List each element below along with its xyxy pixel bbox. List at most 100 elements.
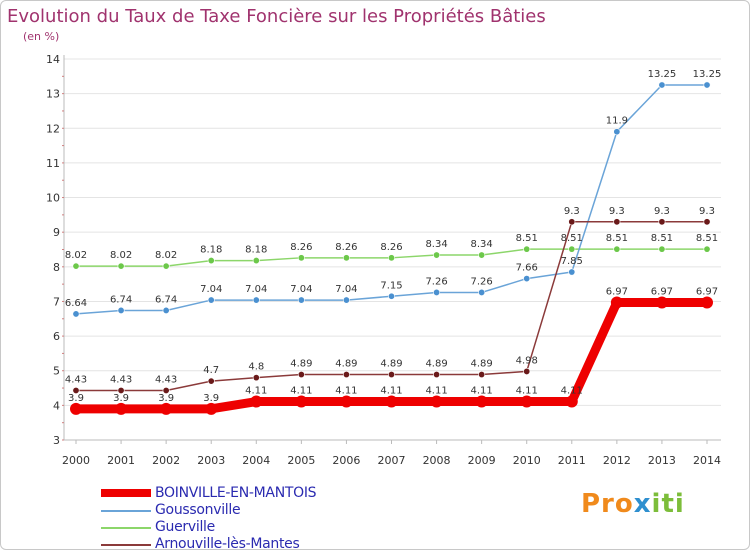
y-tick-label: 8: [53, 261, 60, 274]
data-label: 11.9: [606, 116, 628, 127]
data-label: 8.51: [696, 233, 718, 244]
data-point: [342, 371, 350, 379]
data-label: 4.89: [380, 359, 402, 370]
data-point: [658, 245, 666, 253]
data-point: [613, 245, 621, 253]
data-label: 7.04: [245, 284, 267, 295]
data-label: 7.26: [425, 276, 447, 287]
y-tick-label: 14: [46, 53, 60, 66]
data-point: [205, 402, 218, 415]
data-point: [207, 377, 215, 385]
data-point: [523, 367, 531, 375]
data-label: 8.26: [290, 242, 312, 253]
data-point: [252, 296, 260, 304]
data-label: 4.89: [335, 359, 357, 370]
data-label: 13.25: [648, 69, 677, 80]
data-label: 3.9: [68, 393, 84, 404]
data-point: [117, 306, 125, 314]
data-label: 4.98: [516, 355, 538, 366]
data-point: [297, 296, 305, 304]
data-point: [72, 386, 80, 394]
data-label: 8.02: [65, 250, 87, 261]
data-point: [207, 257, 215, 265]
data-point: [478, 288, 486, 296]
data-point: [433, 251, 441, 259]
data-label: 7.15: [380, 280, 402, 291]
data-point: [430, 395, 443, 408]
data-point: [523, 275, 531, 283]
proxiti-logo: Proxiti: [581, 489, 685, 519]
data-label: 7.26: [471, 276, 493, 287]
data-point: [478, 371, 486, 379]
data-label: 6.74: [155, 294, 177, 305]
data-point: [72, 310, 80, 318]
data-point: [568, 245, 576, 253]
legend-label: BOINVILLE-EN-MANTOIS: [155, 485, 317, 501]
data-label: 4.89: [471, 359, 493, 370]
data-label: 8.02: [155, 250, 177, 261]
data-point: [523, 245, 531, 253]
data-point: [703, 81, 711, 89]
data-label: 8.02: [110, 250, 132, 261]
data-point: [613, 128, 621, 136]
data-point: [207, 296, 215, 304]
data-point: [475, 395, 488, 408]
data-label: 4.7: [203, 365, 219, 376]
x-tick-label: 2013: [648, 454, 676, 467]
x-tick-label: 2008: [423, 454, 451, 467]
data-label: 4.11: [290, 386, 312, 397]
y-tick-label: 9: [53, 226, 60, 239]
data-label: 13.25: [693, 69, 722, 80]
x-tick-label: 2007: [378, 454, 406, 467]
data-point: [250, 395, 263, 408]
data-label: 4.8: [248, 362, 264, 373]
data-point: [297, 254, 305, 262]
unit-label: (en %): [23, 30, 60, 43]
data-label: 3.9: [113, 393, 129, 404]
data-point: [568, 218, 576, 226]
data-label: 9.3: [564, 206, 580, 217]
data-label: 8.18: [200, 245, 222, 256]
data-label: 4.11: [425, 386, 447, 397]
data-point: [478, 251, 486, 259]
x-tick-label: 2012: [603, 454, 631, 467]
data-point: [72, 262, 80, 270]
data-point: [160, 402, 173, 415]
data-label: 8.34: [425, 239, 447, 250]
data-point: [568, 268, 576, 276]
chart-title: Evolution du Taux de Taxe Foncière sur l…: [7, 6, 546, 27]
data-point: [387, 371, 395, 379]
data-point: [385, 395, 398, 408]
x-tick-label: 2004: [242, 454, 270, 467]
data-point: [252, 257, 260, 265]
data-point: [162, 386, 170, 394]
data-point: [115, 402, 128, 415]
data-point: [433, 371, 441, 379]
data-point: [703, 245, 711, 253]
data-label: 4.11: [516, 386, 538, 397]
x-tick-label: 2014: [693, 454, 721, 467]
data-label: 4.11: [335, 386, 357, 397]
data-point: [252, 374, 260, 382]
data-point: [658, 218, 666, 226]
data-label: 9.3: [609, 206, 625, 217]
data-label: 4.11: [471, 386, 493, 397]
y-tick-label: 12: [46, 122, 60, 135]
data-label: 8.51: [651, 233, 673, 244]
data-label: 4.89: [290, 359, 312, 370]
data-label: 4.11: [380, 386, 402, 397]
data-label: 4.43: [65, 374, 87, 385]
data-label: 6.97: [606, 286, 628, 297]
data-label: 9.3: [699, 206, 715, 217]
data-label: 3.9: [158, 393, 174, 404]
data-label: 7.04: [200, 284, 222, 295]
x-tick-label: 2006: [332, 454, 360, 467]
data-label: 6.97: [696, 286, 718, 297]
data-label: 7.85: [561, 256, 583, 267]
data-point: [387, 292, 395, 300]
data-point: [295, 395, 308, 408]
legend-swatch-goussonville: [101, 510, 151, 512]
y-tick-label: 11: [46, 157, 60, 170]
